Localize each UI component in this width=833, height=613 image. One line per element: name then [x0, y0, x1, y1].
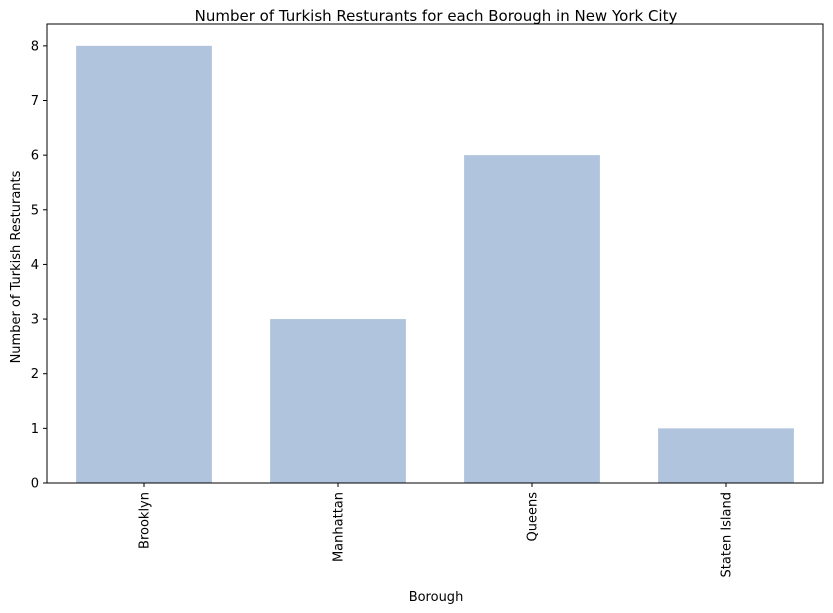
y-tick-label: 4	[31, 258, 39, 273]
bar-brooklyn	[76, 45, 212, 483]
y-tick-label: 7	[31, 94, 39, 109]
bars-group	[76, 45, 794, 483]
y-tick-label: 6	[31, 149, 39, 164]
axes-group	[46, 23, 824, 484]
chart-title: Number of Turkish Resturants for each Bo…	[195, 7, 678, 25]
x-tick-label: Queens	[526, 492, 541, 542]
bar-queens	[464, 155, 600, 483]
x-tick-label: Manhattan	[332, 492, 347, 562]
y-tick-label: 0	[31, 477, 39, 492]
y-axis-ticks: 0 1 2 3 4 5 6 7 8	[31, 39, 47, 492]
x-tick-label: Brooklyn	[138, 492, 153, 549]
y-tick-label: 2	[31, 367, 39, 382]
y-axis-label: Number of Turkish Resturants	[9, 170, 24, 363]
plot-frame	[46, 23, 824, 484]
y-tick-label: 8	[31, 39, 39, 54]
y-tick-label: 5	[31, 203, 39, 218]
bar-manhattan	[270, 319, 406, 483]
x-axis-label: Borough	[409, 590, 464, 605]
y-tick-label: 3	[31, 313, 39, 328]
bar-staten-island	[658, 428, 794, 483]
x-axis-ticks: Brooklyn Manhattan Queens Staten Island	[138, 483, 735, 577]
y-tick-label: 1	[31, 422, 39, 437]
x-tick-label: Staten Island	[720, 492, 735, 577]
